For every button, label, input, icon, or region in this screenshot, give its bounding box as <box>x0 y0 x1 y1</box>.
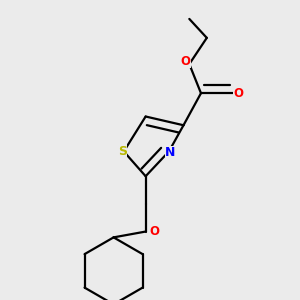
Text: O: O <box>149 225 159 238</box>
Text: S: S <box>118 145 127 158</box>
Text: N: N <box>165 146 176 159</box>
Text: O: O <box>233 87 243 100</box>
Text: O: O <box>180 55 190 68</box>
